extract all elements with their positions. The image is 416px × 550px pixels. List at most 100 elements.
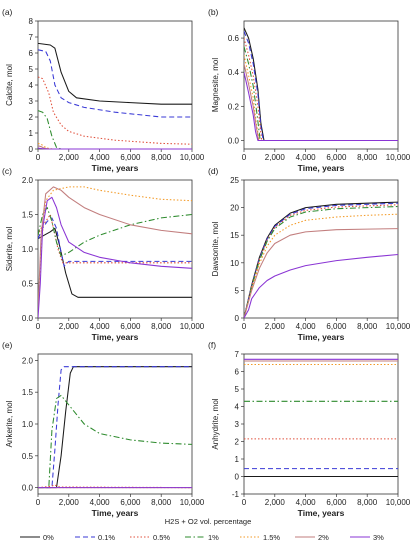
x-tick-label: 6,000	[120, 153, 141, 162]
panel-label: (f)	[208, 340, 216, 350]
y-tick-label: 0.6	[228, 34, 240, 43]
panel-2: 0.0 0.5 1.0 1.5 2.0 0 2,000 4,000 6,000 8,000 10,0…	[2, 166, 205, 342]
x-tick-label: 2,000	[265, 153, 286, 162]
panel-0: 0 1 2 3 4 5 6 7 8 0 2,000 4,000 6,000 8,000 10,000 Time…	[2, 7, 205, 173]
x-tick-label: 0	[242, 498, 247, 507]
series-line-0_5pct	[38, 76, 192, 145]
plot-frame	[37, 353, 193, 495]
y-tick-label: 0	[235, 473, 240, 482]
y-tick-label: 6	[29, 49, 34, 58]
x-tick-label: 0	[242, 153, 247, 162]
series-line-0pct	[38, 366, 192, 489]
legend-label: 1.5%	[263, 533, 280, 542]
series-line-1pct	[244, 46, 398, 142]
x-tick-label: 4,000	[296, 498, 317, 507]
series-line-3pct	[244, 253, 398, 319]
series-line-1_5pct	[38, 142, 192, 150]
series-line-0_1pct	[244, 31, 398, 142]
x-tick-label: 2,000	[59, 322, 80, 331]
x-tick-label: 10,000	[386, 498, 411, 507]
plot-frame	[243, 179, 399, 319]
y-axis-label: Dawsonite, mol	[211, 221, 220, 276]
x-tick-label: 8,000	[357, 322, 378, 331]
legend-title: H2S + O2 vol. percentage	[165, 517, 252, 526]
y-tick-label: 0.2	[228, 102, 240, 111]
x-axis-label: Time, years	[298, 163, 345, 173]
y-tick-label: 0.0	[228, 136, 240, 145]
legend-label: 0.1%	[98, 533, 115, 542]
x-tick-label: 4,000	[90, 153, 111, 162]
x-tick-label: 6,000	[120, 498, 141, 507]
x-tick-label: 8,000	[357, 498, 378, 507]
y-tick-label: 1	[29, 129, 34, 138]
plot-frame	[37, 20, 193, 150]
x-tick-label: 2,000	[265, 322, 286, 331]
x-tick-label: 2,000	[265, 498, 286, 507]
x-tick-label: 0	[36, 153, 41, 162]
y-tick-label: 0	[29, 145, 34, 154]
y-tick-label: 20	[230, 204, 239, 213]
panel-3: 0 5 10 15 20 25 0 2,000 4,000 6,000 8,000 10,000 Tim…	[208, 166, 411, 342]
series-group	[244, 201, 398, 319]
y-tick-label: 1.0	[22, 245, 34, 254]
x-tick-label: 0	[36, 322, 41, 331]
x-tick-label: 4,000	[296, 322, 317, 331]
series-line-0pct	[38, 42, 192, 105]
y-tick-label: 0	[235, 314, 240, 323]
series-line-2pct	[244, 63, 398, 142]
y-tick-label: 5	[235, 385, 240, 394]
panel-label: (d)	[208, 166, 219, 176]
y-tick-label: 6	[235, 368, 240, 377]
series-line-0_1pct	[38, 49, 192, 118]
series-line-2pct	[38, 186, 192, 312]
y-tick-label: 0.0	[22, 484, 34, 493]
x-tick-label: 4,000	[90, 498, 111, 507]
x-tick-label: 6,000	[326, 498, 347, 507]
series-line-1_5pct	[38, 186, 192, 312]
panel-label: (a)	[2, 7, 13, 17]
series-group	[38, 186, 192, 319]
series-line-1pct	[38, 110, 192, 150]
series-line-3pct	[38, 147, 192, 150]
series-line-1pct	[38, 207, 192, 257]
legend-label: 0.5%	[153, 533, 170, 542]
legend-label: 0%	[43, 533, 54, 542]
x-tick-label: 10,000	[180, 153, 205, 162]
x-tick-label: 6,000	[326, 153, 347, 162]
panel-label: (e)	[2, 340, 13, 350]
y-tick-label: 0.0	[22, 314, 34, 323]
x-axis-label: Time, years	[298, 332, 345, 342]
series-line-1pct	[244, 205, 398, 319]
x-tick-label: 4,000	[90, 322, 111, 331]
series-line-2pct	[244, 228, 398, 319]
plot-frame	[243, 20, 399, 150]
x-tick-label: 8,000	[151, 498, 172, 507]
series-line-3pct	[38, 196, 192, 319]
series-line-1pct	[38, 394, 192, 489]
legend-label: 2%	[318, 533, 329, 542]
y-tick-label: 0.4	[228, 68, 240, 77]
series-line-0pct	[38, 227, 192, 298]
series-line-1_5pct	[244, 213, 398, 319]
x-tick-label: 8,000	[151, 322, 172, 331]
series-group	[244, 27, 398, 142]
y-axis-label: Anhydrite, mol	[211, 398, 220, 449]
x-tick-label: 10,000	[386, 322, 411, 331]
y-tick-label: 2	[29, 113, 34, 122]
y-tick-label: 25	[230, 176, 239, 185]
y-axis-label: Calcite, mol	[5, 64, 14, 106]
y-tick-label: 3	[235, 420, 240, 429]
x-axis-label: Time, years	[298, 508, 345, 518]
series-line-0_5pct	[244, 37, 398, 142]
y-tick-label: 2.0	[22, 176, 34, 185]
y-axis-label: Siderite, mol	[5, 227, 14, 272]
y-tick-label: 5	[29, 65, 34, 74]
y-tick-label: 5	[235, 286, 240, 295]
panel-4: 0.0 0.5 1.0 1.5 2.0 0 2,000 4,000 6,000 8,000 10,0…	[2, 340, 205, 518]
y-tick-label: -1	[232, 490, 240, 499]
y-tick-label: 4	[235, 403, 240, 412]
x-axis-label: Time, years	[92, 163, 139, 173]
x-tick-label: 0	[36, 498, 41, 507]
